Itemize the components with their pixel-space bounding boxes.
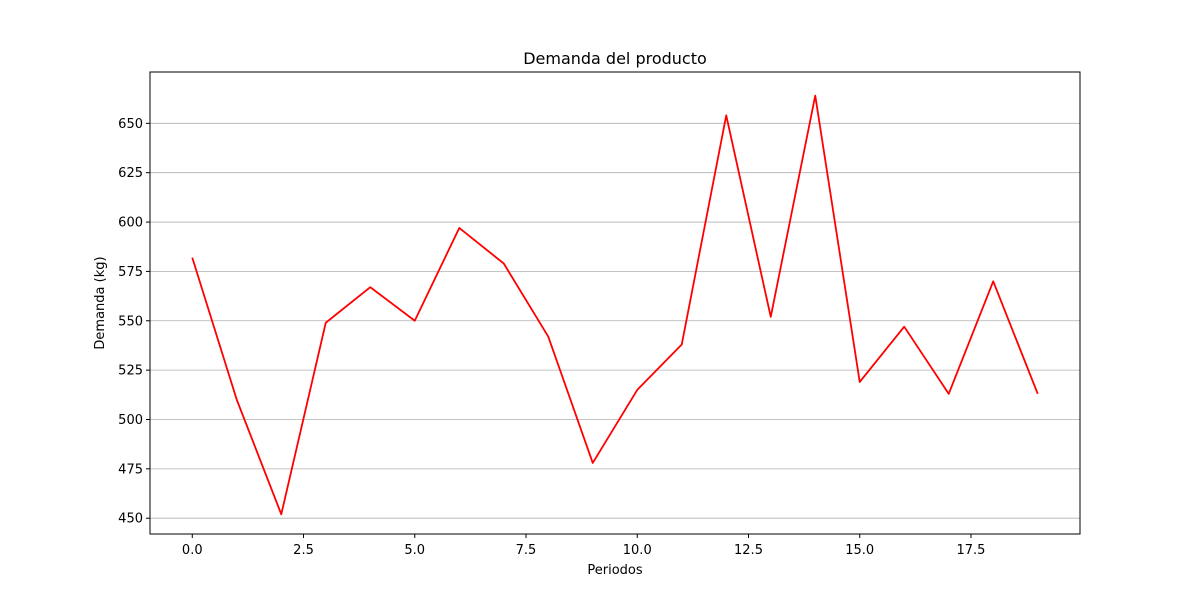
y-tick-label: 625 bbox=[118, 166, 143, 181]
y-tick-label: 525 bbox=[118, 364, 143, 379]
plot-frame bbox=[149, 71, 1081, 535]
y-tick-label: 500 bbox=[118, 413, 143, 428]
y-tick-label: 575 bbox=[118, 265, 143, 280]
x-tick-label: 5.0 bbox=[404, 543, 425, 558]
y-axis-label: Demanda (kg) bbox=[93, 256, 108, 349]
x-axis-ticks: 0.0 2.5 5.0 7.5 10.0 12.5 15.0 17.5 bbox=[182, 534, 986, 558]
y-axis-ticks: 450 475 500 525 550 575 600 625 650 bbox=[118, 117, 150, 527]
y-tick-label: 650 bbox=[118, 117, 143, 132]
series-line bbox=[191, 94, 1039, 516]
x-tick-label: 2.5 bbox=[293, 543, 314, 558]
y-tick-label: 600 bbox=[118, 216, 143, 231]
x-tick-label: 10.0 bbox=[623, 543, 652, 558]
y-tick-label: 450 bbox=[118, 512, 143, 527]
x-tick-label: 0.0 bbox=[182, 543, 203, 558]
x-tick-label: 15.0 bbox=[845, 543, 874, 558]
x-tick-label: 17.5 bbox=[957, 543, 986, 558]
series-layer bbox=[191, 94, 1039, 516]
y-tick-label: 475 bbox=[118, 462, 143, 477]
grid-lines bbox=[150, 122, 1080, 519]
chart-title: Demanda del producto bbox=[523, 49, 707, 68]
x-axis-label: Periodos bbox=[587, 563, 642, 578]
x-tick-label: 12.5 bbox=[734, 543, 763, 558]
y-tick-label: 550 bbox=[118, 314, 143, 329]
x-tick-label: 7.5 bbox=[516, 543, 537, 558]
